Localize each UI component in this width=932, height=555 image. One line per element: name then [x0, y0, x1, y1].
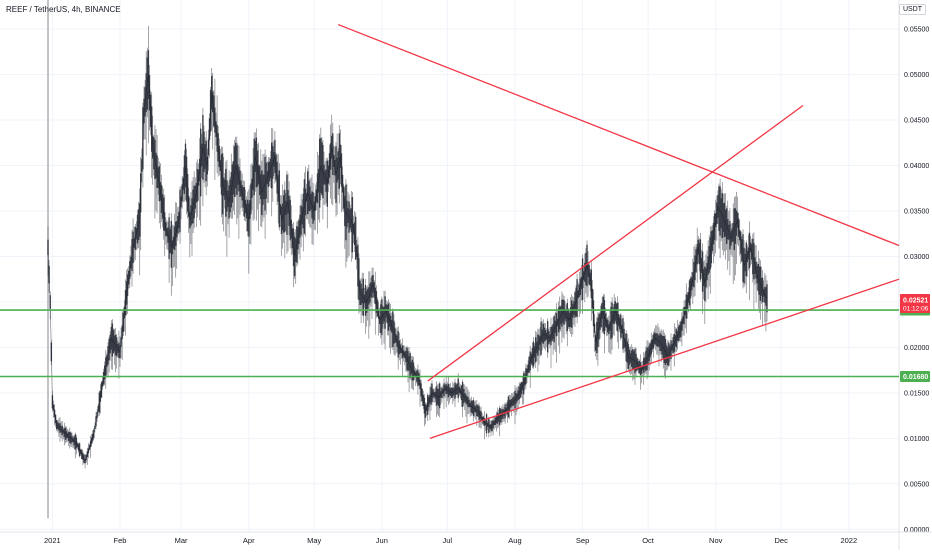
horizontal-line-label: 0.01680 — [903, 374, 928, 381]
trend-line-channel-lower — [429, 278, 900, 439]
trend-line-descending-resistance — [337, 23, 900, 247]
x-tick-label: 2022 — [840, 536, 857, 545]
grid — [0, 0, 899, 532]
y-tick-label: 0.01500 — [904, 390, 929, 397]
price-line — [47, 74, 768, 462]
y-tick-label: 0.03000 — [904, 254, 929, 261]
price-series — [47, 0, 768, 519]
y-tick-label: 0.00500 — [904, 481, 929, 488]
trend-line-channel-upper — [427, 104, 804, 382]
x-tick-label: Apr — [243, 536, 255, 545]
symbol-title: REEF / TetherUS, 4h, BINANCE — [6, 5, 121, 14]
y-tick-label: 0.03500 — [904, 208, 929, 215]
x-tick-label: Jul — [443, 536, 453, 545]
current-price-label: 0.02521 — [903, 298, 928, 305]
x-tick-label: Mar — [175, 536, 188, 545]
x-tick-label: Oct — [642, 536, 655, 545]
x-tick-label: Jun — [376, 536, 388, 545]
candle-wicks — [47, 25, 768, 469]
y-tick-label: 0.00000 — [904, 527, 929, 534]
x-tick-label: Sep — [576, 536, 589, 545]
x-tick-label: Dec — [774, 536, 788, 545]
x-tick-label: Feb — [114, 536, 127, 545]
currency-button[interactable]: USDT — [898, 4, 926, 15]
y-tick-label: 0.01000 — [904, 436, 929, 443]
y-tick-label: 0.04500 — [904, 118, 929, 125]
y-tick-label: 0.04000 — [904, 163, 929, 170]
x-tick-label: May — [307, 536, 321, 545]
current-price-label-box — [900, 294, 930, 314]
y-tick-label: 0.05000 — [904, 72, 929, 79]
x-tick-label: 2021 — [44, 536, 61, 545]
y-tick-label: 0.05500 — [904, 27, 929, 34]
x-tick-label: Nov — [709, 536, 723, 545]
horizontal-line-label-box — [900, 370, 930, 382]
current-price-countdown: 01:12:06 — [903, 306, 929, 313]
x-tick-label: Aug — [508, 536, 521, 545]
y-tick-label: 0.02000 — [904, 345, 929, 352]
drawings — [0, 23, 900, 439]
